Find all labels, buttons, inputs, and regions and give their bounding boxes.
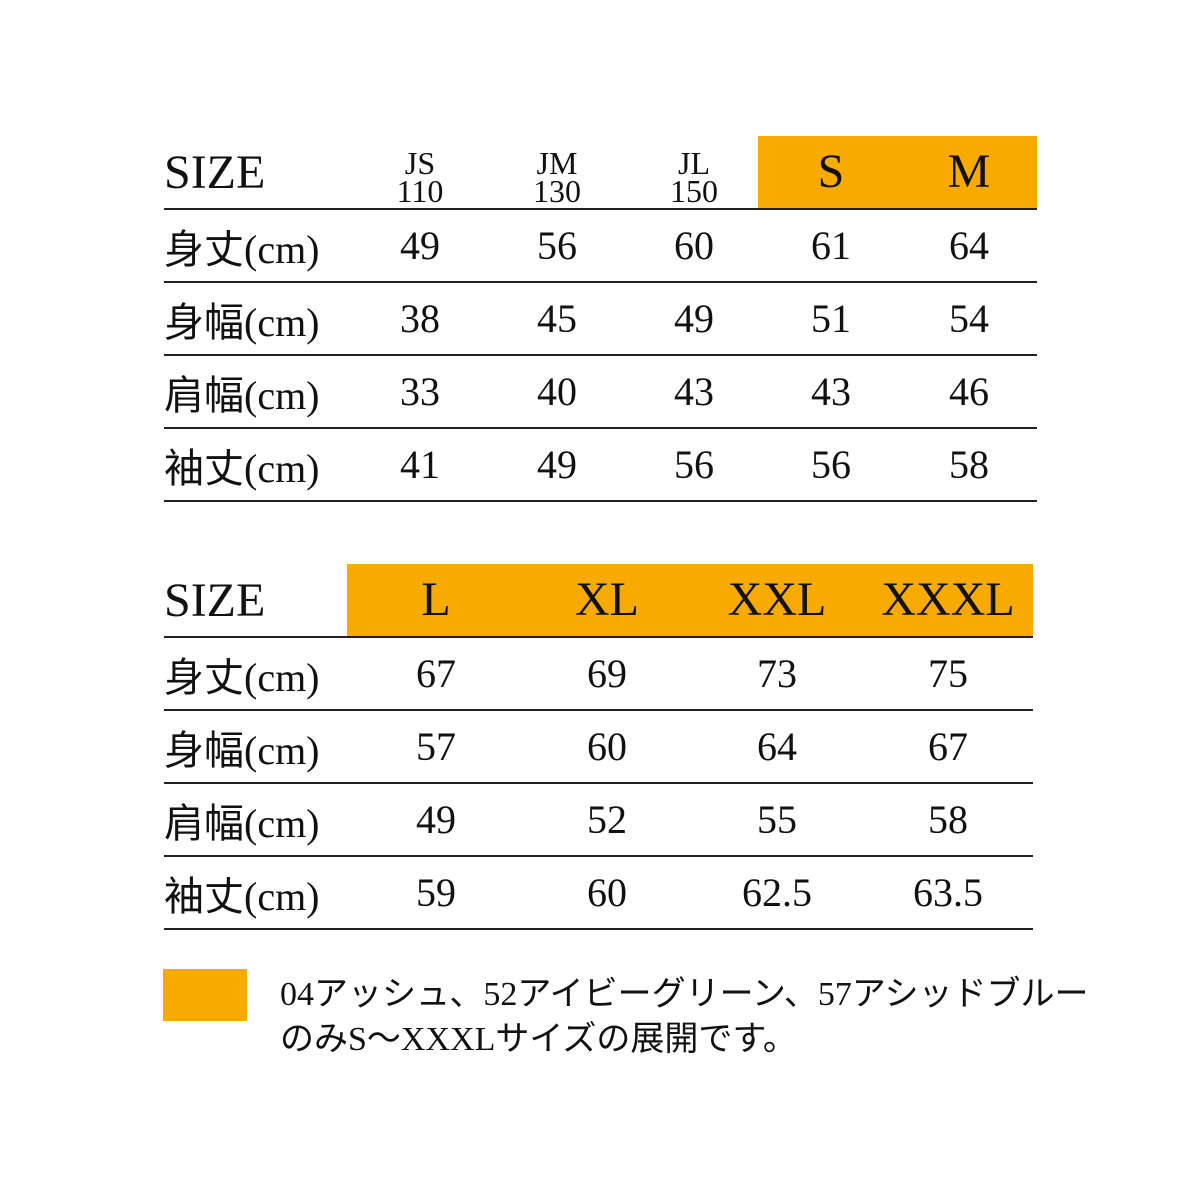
column-header: JL 150	[629, 136, 759, 208]
column-header-bottom: 150	[670, 173, 718, 209]
cell-value: 45	[537, 295, 577, 341]
column-header: L	[421, 573, 451, 626]
table-row: 袖丈(cm) 59 60 62.5 63.5	[164, 857, 1033, 930]
cell-value: 55	[757, 796, 797, 842]
cell-value: 46	[949, 368, 989, 414]
cell-value: 63.5	[913, 869, 983, 915]
cell-value: 43	[811, 368, 851, 414]
row-label: 身幅(cm)	[164, 299, 320, 345]
column-header: JS 110	[355, 136, 485, 208]
table-row: 身幅(cm) 57 60 64 67	[164, 711, 1033, 784]
cell-value: 58	[928, 796, 968, 842]
cell-value: 69	[587, 650, 627, 696]
cell-value: 67	[416, 650, 456, 696]
cell-value: 41	[400, 441, 440, 487]
cell-value: 61	[811, 222, 851, 268]
size-table-l-xxxl: SIZE L XL XXL XXXL 身丈(cm) 67 69 73 75 身幅(cm) 57 60 64…	[164, 564, 1033, 930]
column-header-top: JL	[678, 145, 710, 181]
table-row: 肩幅(cm) 49 52 55 58	[164, 784, 1033, 857]
cell-value: 49	[416, 796, 456, 842]
row-label: 袖丈(cm)	[164, 873, 320, 919]
cell-value: 38	[400, 295, 440, 341]
cell-value: 60	[587, 869, 627, 915]
cell-value: 56	[811, 441, 851, 487]
cell-value: 60	[587, 723, 627, 769]
cell-value: 51	[811, 295, 851, 341]
cell-value: 52	[587, 796, 627, 842]
row-label: 身丈(cm)	[164, 226, 320, 272]
table-row: 身丈(cm) 49 56 60 61 64	[164, 210, 1037, 283]
cell-value: 49	[537, 441, 577, 487]
column-header-top: JS	[404, 145, 436, 181]
highlight-legend-swatch	[163, 969, 247, 1021]
table-row: 身幅(cm) 38 45 49 51 54	[164, 283, 1037, 356]
cell-value: 54	[949, 295, 989, 341]
row-label: 袖丈(cm)	[164, 445, 320, 491]
cell-value: 33	[400, 368, 440, 414]
row-label: 肩幅(cm)	[164, 372, 320, 418]
cell-value: 73	[757, 650, 797, 696]
column-header: JM 130	[492, 136, 622, 208]
highlight-band	[758, 136, 1037, 208]
cell-value: 49	[400, 222, 440, 268]
highlight-band	[347, 564, 1033, 636]
column-header: XL	[575, 573, 639, 626]
cell-value: 60	[674, 222, 714, 268]
table-row: 身丈(cm) 67 69 73 75	[164, 638, 1033, 711]
column-header-top: JM	[536, 145, 578, 181]
row-label: 身丈(cm)	[164, 654, 320, 700]
column-header-bottom: 110	[396, 173, 444, 209]
table-row: 袖丈(cm) 41 49 56 56 58	[164, 429, 1037, 502]
cell-value: 40	[537, 368, 577, 414]
cell-value: 57	[416, 723, 456, 769]
row-label: 身幅(cm)	[164, 727, 320, 773]
size-table-kids-s-m: SIZE JS 110 JM 130 JL 150 S M 身丈(cm) 49 56 60 61 64 身幅(…	[164, 136, 1037, 502]
cell-value: 49	[674, 295, 714, 341]
size-label: SIZE	[164, 145, 266, 199]
table-row: 肩幅(cm) 33 40 43 43 46	[164, 356, 1037, 429]
column-header: XXXL	[881, 573, 1015, 626]
column-header: M	[947, 145, 991, 198]
column-header-bottom: 130	[533, 173, 581, 209]
cell-value: 58	[949, 441, 989, 487]
column-header: XXL	[727, 573, 827, 626]
header-row: SIZE L XL XXL XXXL	[164, 564, 1033, 638]
cell-value: 56	[674, 441, 714, 487]
cell-value: 43	[674, 368, 714, 414]
highlight-legend-note: 04アッシュ、52アイビーグリーン、57アシッドブルー のみS〜XXXLサイズの…	[280, 972, 1089, 1062]
cell-value: 67	[928, 723, 968, 769]
cell-value: 64	[757, 723, 797, 769]
cell-value: 56	[537, 222, 577, 268]
header-row: SIZE JS 110 JM 130 JL 150 S M	[164, 136, 1037, 210]
cell-value: 59	[416, 869, 456, 915]
row-label: 肩幅(cm)	[164, 800, 320, 846]
cell-value: 62.5	[742, 869, 812, 915]
legend-line-1: 04アッシュ、52アイビーグリーン、57アシッドブルー	[280, 976, 1089, 1013]
size-label: SIZE	[164, 573, 266, 627]
legend-line-2: のみS〜XXXLサイズの展開です。	[280, 1021, 797, 1058]
column-header: S	[817, 145, 845, 198]
cell-value: 64	[949, 222, 989, 268]
cell-value: 75	[928, 650, 968, 696]
